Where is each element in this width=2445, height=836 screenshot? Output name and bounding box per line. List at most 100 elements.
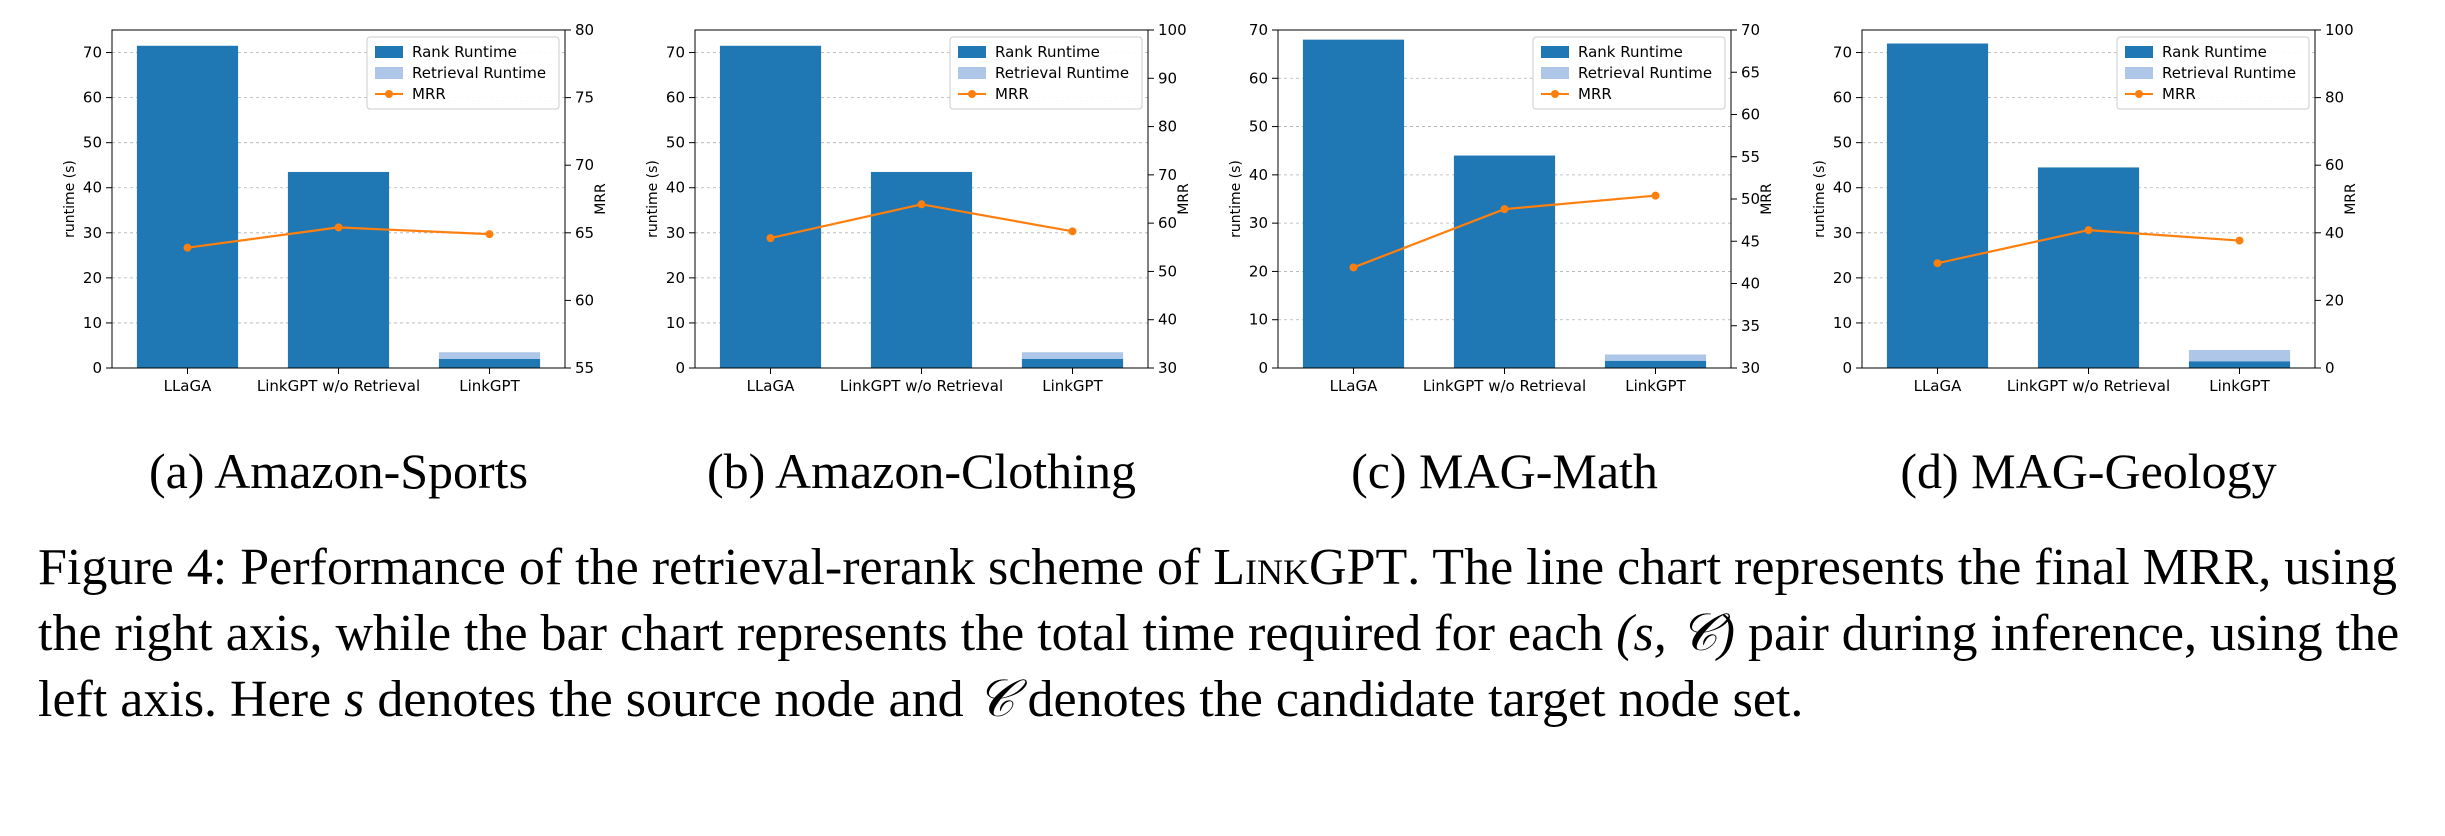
mrr-point	[1349, 263, 1358, 272]
y-left-tick-label: 20	[1833, 269, 1852, 287]
y-right-tick-label: 30	[1158, 359, 1177, 377]
legend-swatch-retrieval	[375, 67, 403, 79]
x-tick-label: LinkGPT	[1042, 377, 1103, 395]
y-right-tick-label: 100	[2325, 21, 2354, 39]
x-tick-label: LinkGPT w/o Retrieval	[840, 377, 1003, 395]
mrr-point	[183, 243, 192, 252]
bar-rank-runtime	[1604, 360, 1707, 368]
y-right-tick-label: 80	[2325, 89, 2344, 107]
y-left-axis-label: runtime (s)	[1812, 160, 1828, 238]
y-left-tick-label: 30	[83, 224, 102, 242]
y-left-tick-label: 10	[1249, 311, 1268, 329]
legend-swatch-rank	[375, 46, 403, 58]
y-left-tick-label: 50	[666, 134, 685, 152]
legend-label-mrr: MRR	[995, 85, 1029, 103]
y-right-tick-label: 65	[575, 224, 594, 242]
x-tick-label: LinkGPT	[2209, 377, 2270, 395]
bar-rank-runtime	[287, 171, 390, 368]
legend-label-rank: Rank Runtime	[1578, 43, 1683, 61]
x-tick-label: LLaGA	[164, 377, 213, 395]
legend-label-mrr: MRR	[412, 85, 446, 103]
y-left-tick-label: 40	[83, 179, 102, 197]
y-right-tick-label: 50	[1741, 190, 1760, 208]
y-right-tick-label: 80	[1158, 118, 1177, 136]
mrr-point	[334, 223, 343, 232]
chart-panel-4: 0 10 20 30 40 50 60 70 0 20 40 60 80 100 LLaGA LinkGPT …	[1812, 21, 2359, 499]
mrr-point	[766, 234, 775, 243]
bar-retrieval-runtime	[1021, 352, 1124, 359]
y-left-tick-label: 70	[1833, 44, 1852, 62]
y-right-tick-label: 100	[1158, 21, 1187, 39]
bar-rank-runtime	[438, 358, 541, 368]
y-left-tick-label: 0	[1842, 359, 1852, 377]
bar-rank-runtime	[2188, 361, 2291, 368]
x-tick-label: LLaGA	[747, 377, 796, 395]
y-left-axis-label: runtime (s)	[645, 160, 661, 238]
legend-label-mrr: MRR	[1578, 85, 1612, 103]
y-left-tick-label: 70	[666, 44, 685, 62]
caption-text-3: pair during inference, using the left ax…	[38, 605, 2400, 728]
y-left-axis-label: runtime (s)	[1228, 160, 1244, 238]
legend-swatch-rank	[1541, 46, 1569, 58]
y-right-tick-label: 20	[2325, 291, 2344, 309]
plot-frame	[111, 29, 566, 369]
bar-rank-runtime	[719, 45, 822, 368]
y-right-tick-label: 30	[1741, 359, 1760, 377]
legend-box	[366, 36, 560, 110]
x-tick-label: LinkGPT w/o Retrieval	[257, 377, 420, 395]
legend-label-retrieval: Retrieval Runtime	[412, 64, 546, 82]
legend-marker-mrr	[385, 90, 393, 98]
y-left-tick-label: 30	[1833, 224, 1852, 242]
caption-text-4: denotes the source node and	[364, 671, 977, 728]
caption-text-2: . The line chart represents the final MR…	[38, 539, 2397, 662]
y-left-tick-label: 30	[1249, 214, 1268, 232]
y-right-tick-label: 55	[1741, 148, 1760, 166]
y-right-axis-label: MRR	[2343, 183, 2359, 215]
legend-box	[2116, 36, 2310, 110]
legend-marker-mrr	[2135, 90, 2143, 98]
y-left-tick-label: 40	[666, 179, 685, 197]
legend-box	[949, 36, 1143, 110]
legend-swatch-rank	[2125, 46, 2153, 58]
y-right-tick-label: 70	[1158, 166, 1177, 184]
y-right-axis-label: MRR	[593, 183, 609, 215]
y-right-tick-label: 75	[575, 89, 594, 107]
y-right-tick-label: 40	[1741, 275, 1760, 293]
subfigure-caption: (c) MAG-Math	[1351, 443, 1658, 499]
mrr-point	[1933, 259, 1942, 268]
y-right-tick-label: 80	[575, 21, 594, 39]
y-left-tick-label: 10	[666, 314, 685, 332]
caption-text-5: denotes the candidate target node set.	[1014, 671, 1804, 728]
legend-label-rank: Rank Runtime	[412, 43, 517, 61]
y-right-tick-label: 70	[575, 156, 594, 174]
legend-label-retrieval: Retrieval Runtime	[995, 64, 1129, 82]
caption-pair: (s, 𝒞)	[1616, 605, 1735, 662]
y-right-tick-label: 55	[575, 359, 594, 377]
y-left-tick-label: 20	[1249, 262, 1268, 280]
x-tick-label: LinkGPT	[459, 377, 520, 395]
legend-label-retrieval: Retrieval Runtime	[1578, 64, 1712, 82]
bar-rank-runtime	[136, 45, 239, 368]
plot-frame	[694, 29, 1149, 369]
y-left-tick-label: 40	[1249, 166, 1268, 184]
legend-label-rank: Rank Runtime	[995, 43, 1100, 61]
y-left-tick-label: 60	[1833, 89, 1852, 107]
y-right-tick-label: 50	[1158, 262, 1177, 280]
y-right-tick-label: 60	[1741, 106, 1760, 124]
y-left-axis-label: runtime (s)	[62, 160, 78, 238]
legend-swatch-retrieval	[1541, 67, 1569, 79]
y-right-tick-label: 0	[2325, 359, 2335, 377]
caption-c: 𝒞	[976, 671, 1015, 728]
bar-rank-runtime	[1021, 358, 1124, 368]
y-left-tick-label: 70	[83, 44, 102, 62]
legend-label-mrr: MRR	[2162, 85, 2196, 103]
mrr-point	[917, 200, 926, 209]
legend-marker-mrr	[968, 90, 976, 98]
mrr-point	[1500, 205, 1509, 214]
y-right-axis-label: MRR	[1759, 183, 1775, 215]
x-tick-label: LLaGA	[1330, 377, 1379, 395]
y-left-tick-label: 20	[666, 269, 685, 287]
y-right-tick-label: 60	[1158, 214, 1177, 232]
bar-retrieval-runtime	[2188, 349, 2291, 362]
